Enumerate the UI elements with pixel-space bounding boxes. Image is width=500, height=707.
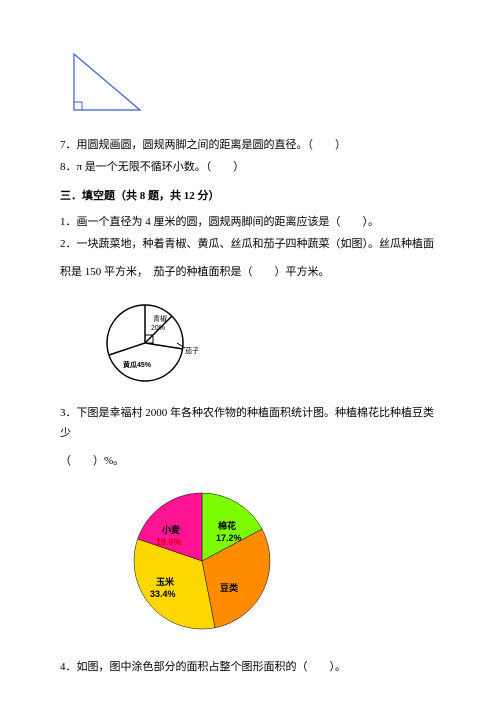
triangle-shape	[74, 54, 140, 110]
question-8: 8．π 是一个无限不循环小数。（ ）	[60, 158, 440, 178]
section-3-title: 三．填空题（共 8 题，共 12 分）	[60, 187, 440, 207]
corn-label: 玉米	[156, 576, 175, 587]
question-3-3-line1: 3．下图是幸福村 2000 年各种农作物的种植面积统计图。种植棉花比种植豆类少	[60, 404, 440, 444]
beans-label: 豆类	[220, 582, 239, 593]
right-angle-mark	[74, 102, 82, 110]
question-3-1: 1．画一个直径为 4 厘米的圆，圆规两脚间的距离应该是（ ）。	[60, 213, 440, 233]
eggplant-label: 茄子	[185, 346, 199, 355]
wheat-pct-label: 19.6%	[156, 537, 182, 547]
question-7: 7．用圆规画圆，圆规两脚之间的距离是圆的直径。（ ）	[60, 136, 440, 156]
right-triangle-figure	[70, 50, 150, 116]
vegetable-pie-chart: 青椒 20% 茄子 黄瓜45%	[100, 295, 440, 393]
pepper-label: 青椒	[153, 314, 167, 323]
question-3-2-line2: 积是 150 平方米， 茄子的种植面积是（ ）平方米。	[60, 263, 440, 283]
crop-pie-chart: 棉花 17.2% 豆类 玉米 33.4% 小麦 19.6%	[120, 486, 440, 644]
corn-pct-label: 33.4%	[150, 589, 176, 599]
cotton-label: 棉花	[218, 520, 236, 531]
cotton-pct-label: 17.2%	[216, 533, 242, 543]
wheat-label: 小麦	[161, 524, 181, 535]
question-3-4: 4．如图，图中涂色部分的面积占整个图形面积的（ ）。	[60, 658, 440, 678]
pepper-pct-label: 20%	[151, 325, 165, 332]
question-3-3-line2: （ ）%。	[60, 452, 440, 472]
cucumber-label: 黄瓜45%	[123, 360, 152, 369]
question-3-2-line1: 2．一块蔬菜地，种着青椒、黄瓜、丝瓜和茄子四种蔬菜（如图）。丝瓜种植面	[60, 235, 440, 255]
